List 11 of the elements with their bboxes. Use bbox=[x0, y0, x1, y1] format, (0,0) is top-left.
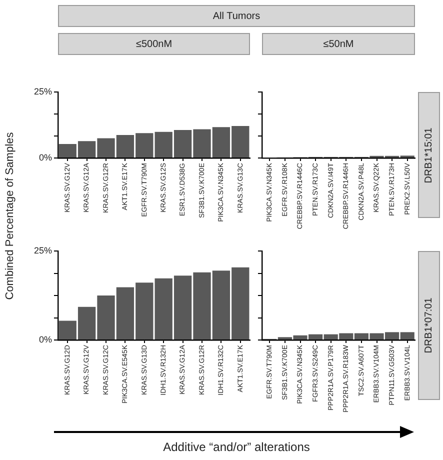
x-axis-title: Additive “and/or” alterations bbox=[162, 440, 311, 454]
y-tick-label: 25% bbox=[34, 245, 52, 256]
text: DRB1*07:01 bbox=[424, 298, 434, 354]
y-tick-label: 25% bbox=[34, 86, 52, 96]
y-tick-label: 0% bbox=[38, 152, 52, 162]
chart-title: ≤50nM bbox=[262, 33, 415, 55]
y-axis-title: Combined Percentage of Samples bbox=[4, 132, 16, 300]
y-tick-label: 0% bbox=[38, 334, 52, 344]
text: DRB1*15:01 bbox=[424, 127, 434, 183]
text: All Tumors bbox=[58, 5, 415, 27]
chart-title: ≤500nM bbox=[58, 33, 250, 55]
